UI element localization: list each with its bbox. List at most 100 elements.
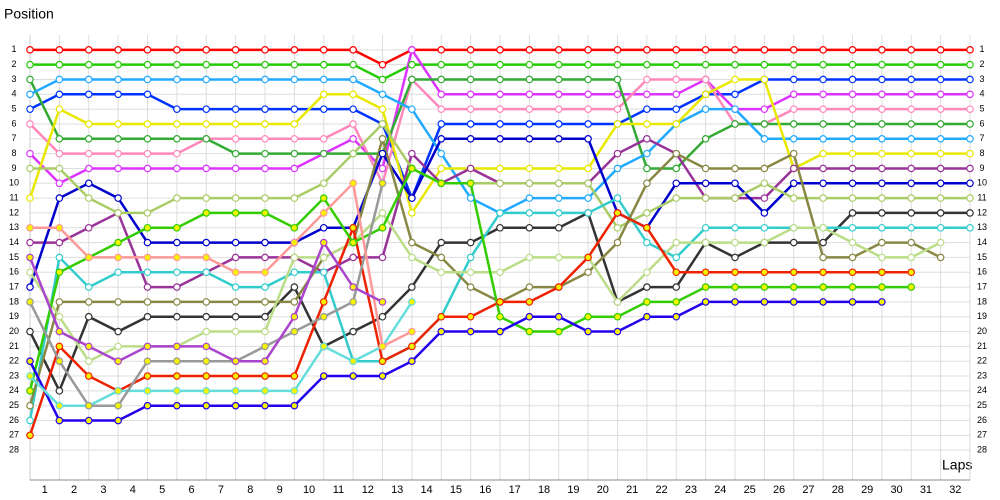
lap-marker	[613, 105, 622, 113]
lap-marker	[261, 149, 269, 158]
lap-marker	[26, 298, 34, 306]
lap-marker	[554, 283, 563, 291]
lap-marker	[613, 149, 622, 158]
lap-marker	[202, 60, 211, 69]
lap-marker	[554, 120, 563, 128]
lap-marker	[554, 134, 563, 143]
lap-marker	[437, 90, 446, 99]
lap-marker	[760, 46, 769, 54]
lap-marker	[819, 223, 827, 232]
lap-marker	[84, 46, 93, 54]
lap-marker	[878, 149, 886, 158]
lap-marker	[819, 75, 827, 84]
lap-marker	[26, 149, 34, 158]
lap-marker	[437, 268, 446, 277]
lap-marker	[437, 312, 446, 321]
lap-marker	[261, 194, 269, 202]
lap-marker	[966, 90, 974, 99]
lap-marker	[643, 283, 651, 291]
lap-marker	[319, 105, 328, 113]
lap-marker	[319, 46, 328, 54]
lap-marker	[643, 298, 651, 306]
lap-marker	[760, 179, 769, 188]
lap-marker	[819, 238, 827, 247]
lap-marker	[114, 416, 122, 425]
lap-marker	[202, 342, 211, 351]
x-tick-label: 9	[277, 484, 283, 496]
lap-marker	[466, 105, 475, 113]
lap-marker	[731, 223, 739, 232]
lap-marker	[643, 238, 651, 247]
lap-marker	[584, 105, 592, 113]
lap-marker	[525, 60, 534, 69]
lap-marker	[290, 60, 299, 69]
lap-marker	[202, 120, 211, 128]
lap-marker	[936, 90, 945, 99]
lap-marker	[290, 75, 299, 84]
y-tick-label: 12	[9, 207, 19, 217]
lap-marker	[231, 120, 240, 128]
lap-marker	[760, 238, 769, 247]
lap-marker	[202, 268, 211, 277]
lap-marker	[819, 179, 827, 188]
lap-marker	[114, 120, 122, 128]
lap-marker	[84, 164, 93, 173]
lap-marker	[378, 90, 387, 99]
x-tick-label: 6	[189, 484, 195, 496]
lap-marker	[731, 179, 739, 188]
lap-marker	[319, 268, 328, 277]
lap-marker	[525, 164, 534, 173]
lap-marker	[319, 298, 328, 306]
y-tick-label-right: 1	[979, 44, 984, 54]
lap-marker	[202, 105, 211, 113]
x-tick-label: 4	[130, 484, 136, 496]
lap-marker	[55, 179, 64, 188]
lap-marker	[290, 268, 299, 277]
lap-marker	[378, 105, 387, 113]
lap-marker	[143, 164, 152, 173]
lap-marker	[789, 60, 798, 69]
lap-marker	[878, 209, 886, 217]
y-tick-label: 20	[9, 326, 19, 336]
lap-marker	[496, 46, 504, 54]
lap-marker	[114, 327, 122, 336]
y-tick-label-right: 3	[979, 74, 984, 84]
y-tick-label: 10	[9, 178, 19, 188]
lap-marker	[525, 120, 534, 128]
lap-marker	[701, 75, 710, 84]
lap-marker	[143, 149, 152, 158]
lap-marker	[55, 401, 64, 410]
y-tick-label: 28	[9, 445, 19, 455]
lap-marker	[496, 90, 504, 99]
lap-marker	[760, 75, 769, 84]
lap-marker	[173, 357, 181, 366]
lap-marker	[731, 164, 739, 173]
lap-marker	[143, 60, 152, 69]
lap-marker	[966, 46, 974, 54]
lap-marker	[466, 75, 475, 84]
y-tick-label: 19	[9, 311, 19, 321]
lap-marker	[936, 223, 945, 232]
lap-marker	[466, 238, 475, 247]
y-tick-label: 26	[9, 415, 19, 425]
y-tick-label-right: 4	[979, 89, 984, 99]
lap-marker	[848, 209, 857, 217]
lap-marker	[672, 312, 681, 321]
x-tick-label: 13	[391, 484, 403, 496]
lap-marker	[731, 75, 739, 84]
series-line	[28, 134, 942, 407]
lap-marker	[319, 134, 328, 143]
lap-marker	[643, 223, 651, 232]
lap-marker	[584, 164, 592, 173]
lap-marker	[672, 149, 681, 158]
lap-marker	[878, 179, 886, 188]
lap-marker	[143, 357, 152, 366]
lap-marker	[26, 357, 34, 366]
lap-marker	[584, 268, 592, 277]
lap-marker	[319, 194, 328, 202]
lap-marker	[819, 283, 827, 291]
lap-marker	[554, 164, 563, 173]
lap-marker	[613, 194, 622, 202]
lap-marker	[84, 75, 93, 84]
lap-marker	[114, 342, 122, 351]
